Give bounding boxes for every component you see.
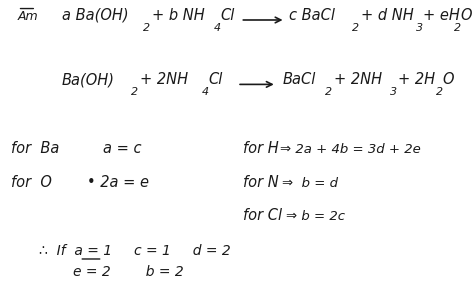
Text: for  O: for O	[11, 175, 52, 190]
Text: for Cl: for Cl	[243, 208, 282, 223]
Text: 2: 2	[352, 23, 359, 34]
Text: 2: 2	[325, 87, 332, 97]
Text: e = 2        b = 2: e = 2 b = 2	[73, 265, 184, 279]
Text: 2: 2	[131, 87, 138, 97]
Text: O: O	[460, 8, 472, 23]
Text: O: O	[443, 72, 454, 87]
Text: ⇒  b = d: ⇒ b = d	[282, 177, 338, 190]
Text: 2: 2	[143, 23, 150, 34]
Text: 4: 4	[213, 23, 220, 34]
Text: ⇒ 2a + 4b = 3d + 2e: ⇒ 2a + 4b = 3d + 2e	[280, 143, 420, 156]
Text: Am: Am	[18, 10, 38, 23]
Text: for H: for H	[243, 141, 279, 156]
Text: + 2NH: + 2NH	[334, 72, 382, 87]
Text: ∴  If  a = 1     c = 1     d = 2: ∴ If a = 1 c = 1 d = 2	[38, 244, 230, 258]
Text: • 2a = e: • 2a = e	[87, 175, 149, 190]
Text: + b NH: + b NH	[152, 8, 205, 23]
Text: 3: 3	[390, 87, 398, 97]
Text: Cl: Cl	[209, 72, 223, 87]
Text: + d NH: + d NH	[361, 8, 413, 23]
Text: 3: 3	[416, 23, 423, 34]
Text: + 2NH: + 2NH	[140, 72, 188, 87]
Text: Ba(OH): Ba(OH)	[62, 72, 115, 87]
Text: ⇒ b = 2c: ⇒ b = 2c	[286, 210, 345, 223]
Text: a = c: a = c	[103, 141, 142, 156]
Text: for N: for N	[243, 175, 279, 190]
Text: 4: 4	[202, 87, 209, 97]
Text: for  Ba: for Ba	[11, 141, 59, 156]
Text: + 2H: + 2H	[398, 72, 435, 87]
Text: 2: 2	[454, 23, 461, 34]
Text: a Ba(OH): a Ba(OH)	[62, 8, 128, 23]
Text: Cl: Cl	[220, 8, 235, 23]
Text: c BaCl: c BaCl	[289, 8, 335, 23]
Text: + eH: + eH	[423, 8, 460, 23]
Text: 2: 2	[436, 87, 443, 97]
Text: BaCl: BaCl	[282, 72, 316, 87]
